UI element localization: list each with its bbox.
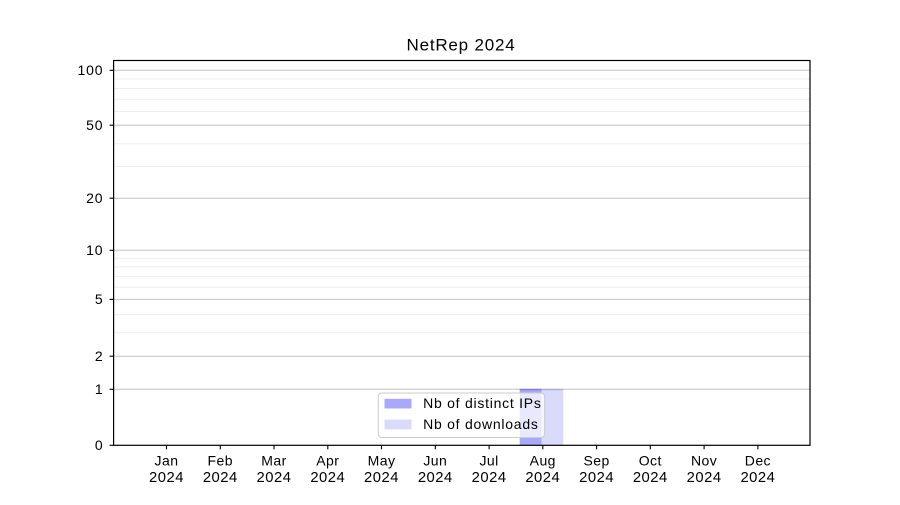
svg-text:Jul: Jul [479, 453, 498, 469]
svg-text:2024: 2024 [310, 470, 345, 486]
svg-text:2024: 2024 [149, 470, 184, 486]
svg-text:2024: 2024 [525, 470, 560, 486]
svg-text:2024: 2024 [579, 470, 614, 486]
svg-text:2024: 2024 [203, 470, 238, 486]
svg-text:Nb of downloads: Nb of downloads [423, 416, 539, 432]
svg-text:Nov: Nov [691, 453, 717, 469]
svg-text:Feb: Feb [208, 453, 233, 469]
svg-text:2024: 2024 [633, 470, 668, 486]
svg-text:10: 10 [86, 242, 103, 258]
svg-text:Nb of distinct IPs: Nb of distinct IPs [423, 395, 542, 411]
svg-text:2024: 2024 [257, 470, 292, 486]
svg-text:50: 50 [86, 117, 103, 133]
svg-text:1: 1 [95, 381, 104, 397]
svg-text:2: 2 [95, 348, 104, 364]
svg-text:20: 20 [86, 190, 103, 206]
svg-text:Aug: Aug [530, 453, 556, 469]
svg-text:2024: 2024 [418, 470, 453, 486]
svg-text:Jun: Jun [423, 453, 447, 469]
svg-text:5: 5 [95, 291, 104, 307]
svg-text:Dec: Dec [745, 453, 771, 469]
svg-text:Mar: Mar [261, 453, 286, 469]
svg-text:Oct: Oct [639, 453, 662, 469]
svg-text:100: 100 [77, 62, 103, 78]
svg-text:2024: 2024 [687, 470, 722, 486]
svg-text:Apr: Apr [316, 453, 339, 469]
svg-text:Jan: Jan [155, 453, 179, 469]
svg-text:0: 0 [95, 437, 104, 453]
svg-text:May: May [368, 453, 396, 469]
svg-text:2024: 2024 [472, 470, 507, 486]
svg-text:2024: 2024 [364, 470, 399, 486]
svg-text:Sep: Sep [583, 453, 609, 469]
svg-text:NetRep 2024: NetRep 2024 [407, 35, 516, 54]
svg-text:2024: 2024 [740, 470, 775, 486]
